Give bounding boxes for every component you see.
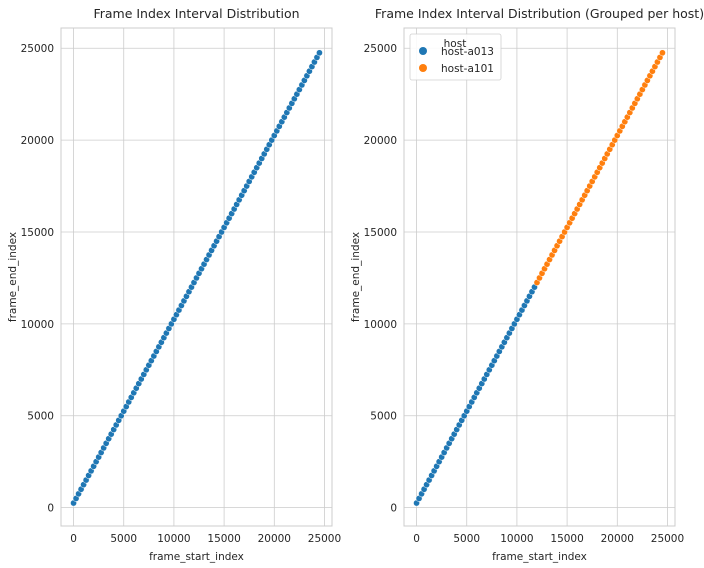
legend-label-host-a101: host-a101 [441, 63, 494, 75]
right-points [413, 49, 666, 507]
left-y-tick-label: 15000 [21, 227, 54, 239]
left-grid [61, 28, 332, 526]
right-y-tick-label: 10000 [364, 319, 397, 331]
left-x-tick-label: 15000 [207, 533, 240, 545]
left-x-axis-label: frame_start_index [149, 551, 244, 563]
left-chart: 0 5000 10000 15000 20000 25000 0 5000 10000 1500… [7, 6, 341, 563]
legend-box [409, 33, 502, 81]
left-y-tick-label: 25000 [21, 43, 54, 55]
right-x-tick-label: 0 [413, 533, 420, 545]
left-x-tick-label: 20000 [258, 533, 291, 545]
right-chart-title: Frame Index Interval Distribution (Group… [375, 6, 704, 21]
right-x-tick-label: 5000 [453, 533, 480, 545]
legend-marker-host-a101 [419, 64, 427, 72]
right-x-ticks: 0 5000 10000 15000 20000 25000 [413, 533, 684, 545]
left-points [70, 49, 323, 507]
right-y-axis-label: frame_end_index [350, 232, 362, 322]
left-y-ticks: 0 5000 10000 15000 20000 25000 [21, 43, 54, 514]
right-chart: 0 5000 10000 15000 20000 25000 0 5000 10000 1500… [350, 6, 704, 563]
left-chart-title: Frame Index Interval Distribution [93, 6, 299, 21]
legend-label-host-a013: host-a013 [441, 46, 494, 58]
right-y-tick-label: 25000 [364, 43, 397, 55]
right-x-tick-label: 20000 [601, 533, 634, 545]
right-y-ticks: 0 5000 10000 15000 20000 25000 [364, 43, 397, 514]
right-x-tick-label: 25000 [651, 533, 684, 545]
right-y-tick-label: 20000 [364, 135, 397, 147]
left-x-tick-label: 10000 [157, 533, 190, 545]
right-grid [404, 28, 675, 526]
right-frame [403, 27, 676, 527]
left-x-ticks: 0 5000 10000 15000 20000 25000 [70, 533, 341, 545]
left-y-tick-label: 20000 [21, 135, 54, 147]
left-y-axis-label: frame_end_index [7, 232, 19, 322]
legend: host host-a013 host-a101 [409, 33, 502, 81]
right-y-tick-label: 5000 [370, 411, 397, 423]
left-x-tick-label: 0 [70, 533, 77, 545]
left-y-tick-label: 0 [47, 503, 54, 515]
right-x-tick-label: 15000 [550, 533, 583, 545]
left-data-point [316, 49, 323, 57]
right-data-point [659, 49, 666, 57]
legend-title: host [444, 38, 467, 50]
left-y-tick-label: 5000 [27, 411, 54, 423]
left-x-tick-label: 5000 [110, 533, 137, 545]
right-x-axis-label: frame_start_index [492, 551, 587, 563]
left-frame [60, 27, 333, 527]
legend-marker-host-a013 [419, 47, 427, 55]
left-y-tick-label: 10000 [21, 319, 54, 331]
right-y-tick-label: 15000 [364, 227, 397, 239]
left-x-tick-label: 25000 [308, 533, 341, 545]
right-y-tick-label: 0 [390, 503, 397, 515]
right-x-tick-label: 10000 [500, 533, 533, 545]
